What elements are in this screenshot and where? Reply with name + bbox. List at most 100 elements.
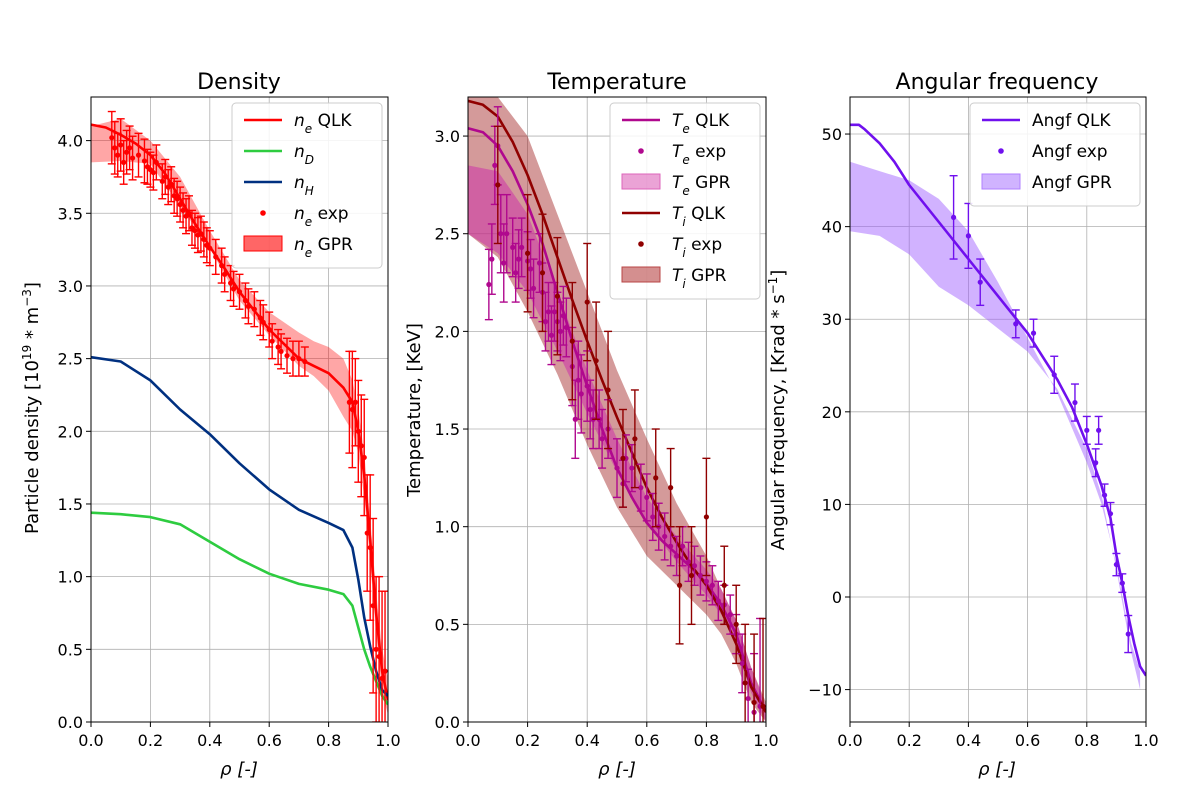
angular-frequency-angf-exp-point — [1030, 330, 1037, 336]
angular-frequency-angf-exp-point — [1096, 427, 1102, 433]
temperature-t-e-exp-point — [516, 256, 522, 262]
angular-frequency-angf-exp-point — [977, 279, 983, 285]
angular-frequency-angf-exp-point — [1125, 631, 1131, 637]
density-n-e-exp-point — [109, 135, 115, 141]
temperature-legend: Te QLK Te exp Te GPR Ti QLK Ti exp Ti GPR — [609, 102, 761, 300]
temperature-t-e-exp-point — [662, 533, 668, 540]
density-n-e-exp-point — [349, 406, 355, 413]
temperature-data-area — [468, 97, 766, 722]
density-n-e-exp-point — [364, 530, 370, 536]
density-n-h-line — [91, 355, 388, 697]
temperature-t-e-exp-point — [584, 383, 590, 389]
temperature-t-i-exp-point — [742, 680, 748, 686]
density-ytick-label: 3.5 — [58, 204, 83, 223]
density-xtick-label: 0.6 — [256, 731, 281, 750]
density-xtick-label: 0.8 — [316, 731, 341, 750]
density-n-e-exp-point — [352, 399, 358, 405]
angular-frequency-angf-exp-point — [1013, 321, 1019, 327]
temperature-t-e-exp-point — [629, 465, 635, 471]
angular-frequency-angf-exp-point — [1101, 492, 1108, 498]
density-n-e-exp-point — [219, 263, 225, 269]
temperature-t-i-exp-point — [733, 621, 739, 627]
density-xtick-label: 0.2 — [138, 731, 163, 750]
temperature-t-i-exp-point — [668, 485, 674, 491]
density-ytick-label: 3.0 — [58, 277, 83, 296]
angular-frequency-ytick-label: 20 — [822, 403, 842, 422]
density-xtick-label: 1.0 — [375, 731, 400, 750]
density-n-e-exp-point — [242, 297, 249, 304]
temperature-t-e-exp-point — [492, 162, 498, 168]
temperature-t-e-exp-point — [530, 285, 537, 292]
density-title: Density — [197, 70, 281, 95]
temperature-t-e-exp-point — [557, 328, 563, 334]
temperature-t-i-exp-point — [620, 455, 626, 461]
temperature-axes-frame — [467, 96, 767, 723]
density-data-area — [91, 110, 388, 722]
angular-frequency-legend-angf-exp-swatch — [998, 148, 1004, 154]
temperature-t-e-exp-point — [599, 436, 605, 442]
density-ytick-label: 0.5 — [58, 640, 83, 659]
temperature-t-e-exp-point — [548, 332, 555, 338]
temperature-t-e-exp-point — [578, 391, 584, 397]
density-n-e-exp-point — [251, 306, 257, 312]
density-ytick-label: 1.5 — [58, 495, 83, 514]
angular-frequency-angf-qlk-line — [850, 123, 1146, 677]
angular-frequency-plot: 0.0 0.2 0.4 0.6 0.8 1.0 −10 0 10 20 30 40 50 Angf QLK… — [808, 96, 1159, 750]
temperature-ytick-label: 1.5 — [435, 420, 460, 439]
temperature-t-e-exp-point — [638, 485, 644, 491]
temperature-legend-t-e-exp-label: Te exp — [672, 142, 726, 167]
angular-frequency-title: Angular frequency — [896, 70, 1099, 95]
temperature-legend-t-e-exp-swatch — [638, 148, 644, 154]
density-n-e-exp-point — [213, 254, 219, 260]
density-n-e-exp-point — [124, 149, 130, 155]
density-xtick-label: 0.4 — [197, 731, 222, 750]
temperature-xlabel: ρ [-] — [598, 759, 636, 780]
angular-frequency-xtick-label: 0.8 — [1074, 731, 1099, 750]
density-xtick-label: 0.0 — [78, 731, 103, 750]
density-ytick-label: 4.0 — [58, 132, 83, 151]
density-legend-n-e-qlk-label: ne QLK — [294, 111, 352, 136]
temperature-ytick-label: 1.0 — [435, 518, 460, 537]
density-n-e-exp-point — [127, 145, 133, 151]
angular-frequency-xtick-label: 1.0 — [1133, 731, 1158, 750]
temperature-legend-t-i-exp-label: Ti exp — [672, 235, 722, 260]
temperature-t-i-exp-point — [676, 582, 683, 588]
temperature-t-e-exp-point — [560, 313, 566, 319]
angular-frequency-axes-frame — [849, 96, 1147, 723]
angular-frequency-angf-exp-point — [1051, 372, 1057, 378]
temperature-xtick-label: 0.0 — [455, 731, 480, 750]
density-n-e-exp-point — [115, 152, 121, 158]
density-n-e-exp-point — [129, 155, 136, 161]
angular-frequency-xlabel: ρ [-] — [978, 759, 1016, 780]
temperature-title: Temperature — [546, 70, 686, 95]
temperature-xtick-label: 0.2 — [515, 731, 540, 750]
temperature-ytick-label: 3.0 — [435, 127, 460, 146]
temperature-t-e-exp-point — [668, 543, 674, 549]
angular-frequency-ylabel: Angular frequency, [Krad * s−1] — [766, 270, 789, 551]
angular-frequency-angf-gpr-band — [850, 161, 1141, 690]
temperature-legend-t-i-gpr-swatch — [621, 266, 661, 283]
temperature-t-e-exp-point — [650, 514, 656, 520]
density-n-e-exp-point — [358, 443, 364, 449]
temperature-t-e-exp-point — [739, 660, 745, 667]
density-legend-n-e-exp-swatch — [260, 210, 266, 216]
density-n-e-exp-point — [236, 289, 243, 295]
temperature-xtick-label: 0.8 — [694, 731, 719, 750]
density-n-e-exp-point — [192, 228, 198, 234]
density-legend-box — [231, 102, 383, 269]
density-n-e-exp-point — [361, 454, 367, 461]
density-legend: ne QLK nD nH ne exp ne GPR — [231, 102, 383, 269]
temperature-ylabel: Temperature, [KeV] — [404, 323, 425, 498]
density-n-e-exp-point — [141, 158, 148, 164]
temperature-t-e-exp-point — [703, 578, 710, 584]
density-xlabel: ρ [-] — [220, 759, 258, 780]
density-n-e-exp-point — [245, 303, 252, 309]
temperature-t-i-exp-point — [525, 250, 531, 256]
temperature-t-i-exp-point — [495, 182, 501, 188]
density-legend-n-h-label: nH — [294, 173, 314, 198]
density-n-e-exp-point — [227, 280, 234, 286]
density-n-e-exp-point — [260, 319, 266, 325]
density-n-e-exp-point — [162, 174, 168, 180]
density-n-e-exp-point — [177, 201, 183, 208]
temperature-plot: 0.0 0.2 0.4 0.6 0.8 1.0 0.0 0.5 1.0 1.5 2.0 2.5 3.0 T… — [435, 96, 779, 750]
